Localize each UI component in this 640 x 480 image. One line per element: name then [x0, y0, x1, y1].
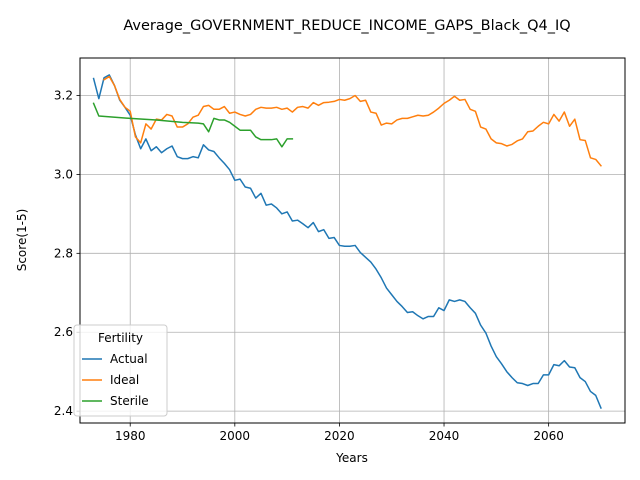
legend-title: Fertility — [98, 331, 143, 345]
y-axis: 2.4 2.6 2.8 3.0 3.2 — [54, 88, 80, 418]
legend-label-ideal: Ideal — [110, 373, 139, 387]
y-tick-label: 3.2 — [54, 88, 73, 102]
x-axis: 1980 2000 2020 2040 2060 — [115, 423, 564, 443]
y-tick-label: 2.4 — [54, 404, 73, 418]
plot-frame — [79, 57, 626, 424]
y-tick-label: 2.8 — [54, 246, 73, 260]
y-tick-label: 2.6 — [54, 325, 73, 339]
legend-label-sterile: Sterile — [110, 394, 149, 408]
grid — [80, 58, 625, 423]
x-tick-label: 2060 — [533, 429, 564, 443]
legend-box — [73, 324, 168, 417]
series-line-actual — [92, 74, 602, 409]
series-group — [92, 74, 602, 409]
y-tick-label: 3.0 — [54, 167, 73, 181]
series-line-sterile — [92, 102, 294, 148]
x-tick-label: 2000 — [220, 429, 251, 443]
legend: Fertility Actual Ideal Sterile — [73, 324, 168, 417]
y-axis-label: Score(1-5) — [15, 209, 29, 272]
x-axis-label: Years — [335, 451, 368, 465]
chart-title: Average_GOVERNMENT_REDUCE_INCOME_GAPS_Bl… — [123, 18, 570, 34]
x-tick-label: 2020 — [324, 429, 355, 443]
x-tick-label: 2040 — [429, 429, 460, 443]
series-line-ideal — [103, 75, 602, 167]
x-tick-label: 1980 — [115, 429, 146, 443]
legend-label-actual: Actual — [110, 352, 148, 366]
